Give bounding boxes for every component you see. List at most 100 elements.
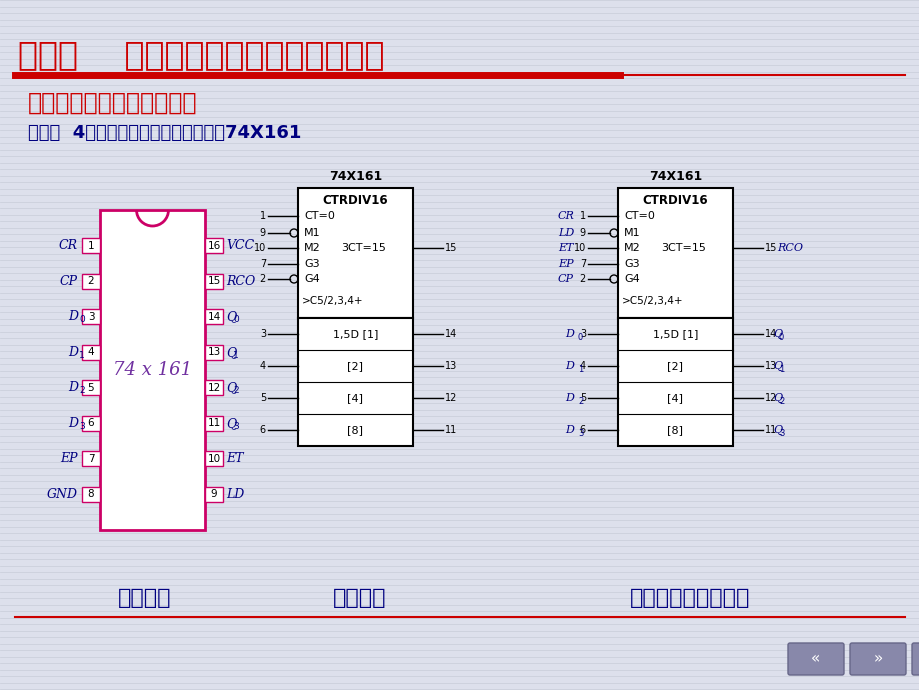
Text: D: D [68,310,78,323]
Text: 6: 6 [259,425,266,435]
Bar [205,274,222,288]
Bar [82,238,100,253]
Text: Q: Q [226,310,236,323]
Text: CP: CP [60,275,78,288]
Text: 3CT=15: 3CT=15 [661,243,705,253]
Bar [205,451,222,466]
Text: 带引脚名的逻辑符号: 带引脚名的逻辑符号 [630,588,749,608]
Text: 14: 14 [445,329,457,339]
Text: 15: 15 [765,243,777,253]
Bar [100,210,205,530]
Text: D: D [564,329,573,339]
Text: 7: 7 [259,259,266,269]
Text: 1: 1 [79,351,85,359]
Text: G3: G3 [303,259,319,269]
Text: CR: CR [557,211,573,221]
Text: G4: G4 [623,274,639,284]
Text: »: » [872,651,881,667]
Text: RCO: RCO [777,243,802,253]
Text: 2: 2 [259,274,266,284]
Text: 1,5D [1]: 1,5D [1] [333,329,378,339]
Text: 13: 13 [445,361,457,371]
Text: 3: 3 [87,312,95,322]
Text: D: D [564,393,573,403]
Text: CTRDIV16: CTRDIV16 [642,195,708,208]
Text: 引脚分布: 引脚分布 [119,588,172,608]
Text: Q: Q [772,393,781,403]
Text: >C5/2,3,4+: >C5/2,3,4+ [301,296,363,306]
Bar [82,416,100,431]
Text: 2: 2 [577,397,583,406]
FancyBboxPatch shape [849,643,905,675]
Text: 3: 3 [259,329,266,339]
Bar [82,487,100,502]
Bar [618,318,732,446]
Text: EP: EP [558,259,573,269]
Text: D: D [564,425,573,435]
Text: 11: 11 [207,418,221,428]
Text: 14: 14 [765,329,777,339]
Text: CTRDIV16: CTRDIV16 [323,195,388,208]
Bar [82,274,100,288]
Text: [2]: [2] [347,361,363,371]
Text: 10: 10 [254,243,266,253]
Text: 5: 5 [259,393,266,403]
Text: CT=0: CT=0 [623,211,654,221]
Text: 一、常用中规模计数器芯片: 一、常用中规模计数器芯片 [28,91,198,115]
Text: 0: 0 [233,315,239,324]
Bar [82,380,100,395]
Text: 74X161: 74X161 [328,170,381,182]
Text: （一）  4位二进制同步加法计数器芯片74X161: （一） 4位二进制同步加法计数器芯片74X161 [28,124,301,142]
Text: 11: 11 [445,425,457,435]
Text: 4: 4 [579,361,585,371]
Text: 6: 6 [579,425,585,435]
Text: 12: 12 [765,393,777,403]
Text: Q: Q [226,346,236,359]
Text: 15: 15 [207,276,221,286]
Text: 5: 5 [87,383,95,393]
Bar [298,188,413,318]
Text: 第五节    常用中规模计数器芯片及应用: 第五节 常用中规模计数器芯片及应用 [18,39,384,72]
Text: CP: CP [558,274,573,284]
Text: 4: 4 [87,347,95,357]
Text: 74X161: 74X161 [648,170,701,182]
Text: ET: ET [558,243,573,253]
Text: CR: CR [59,239,78,252]
Text: M1: M1 [623,228,640,238]
Text: RCO: RCO [226,275,255,288]
Text: 10: 10 [207,454,221,464]
Text: CT=0: CT=0 [303,211,335,221]
Text: 1,5D [1]: 1,5D [1] [652,329,698,339]
Text: 4: 4 [259,361,266,371]
Text: VCC: VCC [226,239,254,252]
Bar [205,309,222,324]
Text: D: D [68,382,78,394]
Text: 6: 6 [87,418,95,428]
Text: 9: 9 [259,228,266,238]
Text: 1: 1 [233,351,239,359]
Text: 1: 1 [778,364,783,373]
Text: M2: M2 [303,243,321,253]
Text: Q: Q [226,382,236,394]
Text: Q: Q [772,425,781,435]
Text: Q: Q [772,329,781,339]
Text: 3: 3 [233,422,239,431]
Text: 1: 1 [259,211,266,221]
Text: LD: LD [226,488,244,501]
Text: D: D [68,346,78,359]
Text: [4]: [4] [347,393,363,403]
Bar [205,345,222,359]
Text: 3: 3 [577,428,583,437]
Text: 0: 0 [778,333,783,342]
Text: 14: 14 [207,312,221,322]
Text: >C5/2,3,4+: >C5/2,3,4+ [621,296,683,306]
Text: 5: 5 [579,393,585,403]
Text: 13: 13 [207,347,221,357]
Text: 7: 7 [87,454,95,464]
Text: G4: G4 [303,274,320,284]
Text: 3CT=15: 3CT=15 [341,243,385,253]
Text: 10: 10 [573,243,585,253]
Bar [82,345,100,359]
Text: 0: 0 [79,315,85,324]
Text: [4]: [4] [667,393,683,403]
